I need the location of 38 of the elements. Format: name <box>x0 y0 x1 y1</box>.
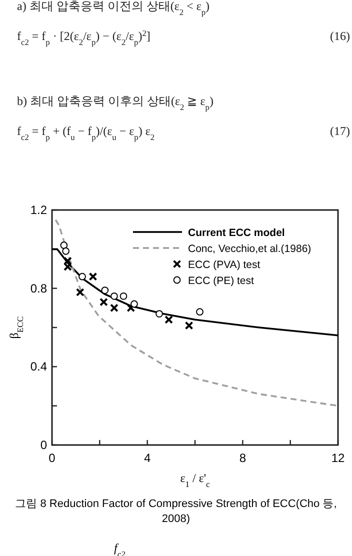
point <box>60 242 68 249</box>
point <box>88 272 98 281</box>
point <box>120 292 128 300</box>
x-tick-label: 12 <box>331 451 345 465</box>
legend-label: ECC (PVA) test <box>188 259 260 271</box>
x-tick-label: 8 <box>239 451 246 465</box>
point <box>100 298 108 306</box>
text: (16) <box>330 29 350 43</box>
point <box>196 308 204 316</box>
point <box>64 262 72 271</box>
text: f$_{c2}$ = f$_{p}$ + (f$_{u}$ − f$_{p}$)/(ε$_{u}$ − ε$_{p}$) ε$_{2}$ <box>17 124 155 142</box>
point <box>110 304 118 312</box>
legend-label: Conc, Vecchio,et al.(1986) <box>188 243 312 255</box>
legend-label: Current ECC model <box>188 227 285 239</box>
line-series <box>54 218 339 407</box>
point <box>126 304 136 312</box>
legend-label: ECC (PE) test <box>188 275 254 287</box>
point <box>76 288 84 296</box>
y-tick-label: 0 <box>40 438 48 452</box>
point <box>184 321 194 330</box>
point <box>130 300 138 308</box>
y-tick-label: 1.2 <box>30 203 48 217</box>
text: b) 최대 압축응력 이후의 상태(ε$_{2}$ ≧ ε$_{p}$) <box>17 94 214 112</box>
x-tick-label: 0 <box>48 451 56 465</box>
point <box>110 292 118 300</box>
text: a) 최대 압축응력 이전의 상태(ε$_{2}$ < ε$_{p}$) <box>17 0 210 16</box>
caption: 그림 8 Reduction Factor of Compressive Strength of ECC(Cho 등, 2008) <box>15 498 337 525</box>
text: (17) <box>330 124 350 138</box>
point <box>101 286 109 294</box>
x-axis-title: ε$_{1}$ / ε'$_{c}$ <box>180 471 210 488</box>
point <box>164 315 173 324</box>
point <box>78 272 86 280</box>
y-tick-label: 0.8 <box>30 281 48 296</box>
point <box>62 247 70 255</box>
y-tick-label: 0.4 <box>30 360 48 374</box>
x-tick-label: 4 <box>144 451 151 465</box>
point <box>156 310 163 318</box>
text: f$_{c2}$ = f$_{p}$ · [2(ε$_{2}$/ε$_{p}$) − (ε$_{2}$/ε$_{p}$)$^{2}$] <box>17 28 150 46</box>
